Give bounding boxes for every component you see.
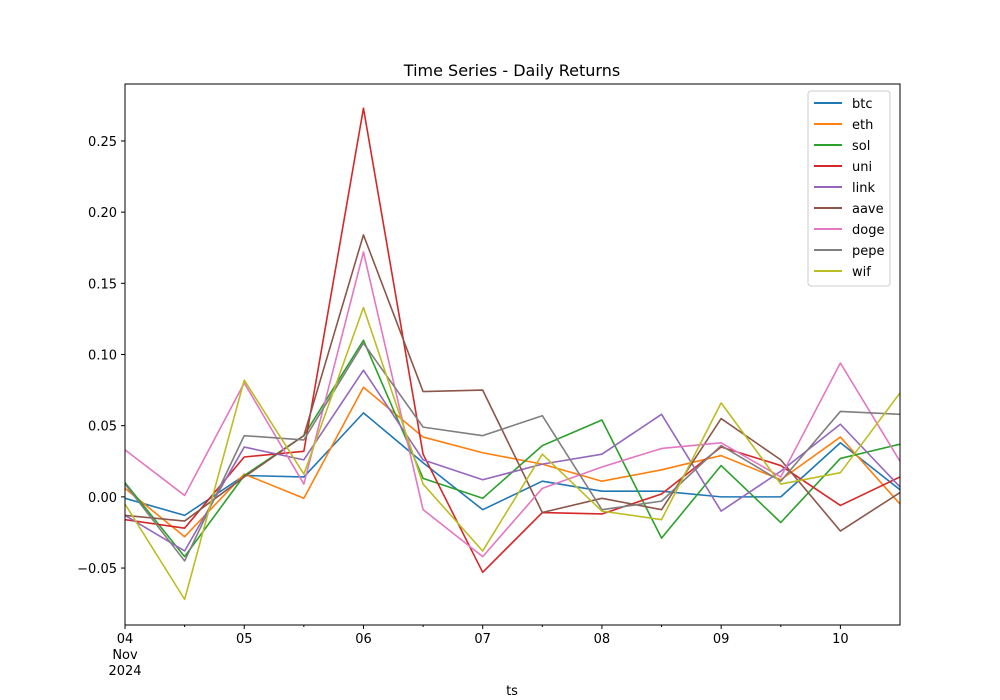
y-tick-label: 0.20 bbox=[88, 206, 117, 221]
x-tick-sublabel: Nov bbox=[112, 648, 138, 663]
y-axis: −0.05 0.00 0.05 0.10 0.15 0.20 0.25 bbox=[77, 135, 125, 577]
series-line-aave bbox=[124, 234, 901, 532]
y-tick-label: 0.05 bbox=[88, 420, 117, 435]
y-tick-label: 0.10 bbox=[88, 349, 117, 364]
x-tick-label: 06 bbox=[355, 632, 372, 647]
legend-label-aave: aave bbox=[852, 202, 884, 217]
series-line-btc bbox=[124, 412, 901, 517]
x-tick-label: 10 bbox=[832, 632, 849, 647]
legend-box bbox=[807, 90, 891, 287]
legend-label-btc: btc bbox=[852, 97, 873, 112]
legend: btc eth sol uni link aave doge pepe wif bbox=[807, 90, 891, 287]
y-tick-label: 0.00 bbox=[88, 491, 117, 506]
legend-label-eth: eth bbox=[852, 118, 873, 133]
chart-title: Time Series - Daily Returns bbox=[403, 61, 620, 80]
x-axis-label: ts bbox=[506, 684, 518, 699]
x-tick-label: 07 bbox=[474, 632, 491, 647]
x-tick-label: 08 bbox=[594, 632, 611, 647]
legend-label-sol: sol bbox=[852, 139, 870, 154]
series-line-wif bbox=[124, 306, 901, 601]
legend-label-wif: wif bbox=[852, 265, 871, 280]
legend-label-link: link bbox=[852, 181, 875, 196]
series-line-uni bbox=[124, 107, 901, 574]
legend-label-doge: doge bbox=[852, 223, 884, 238]
legend-label-pepe: pepe bbox=[852, 244, 885, 259]
series-line-link bbox=[124, 369, 901, 552]
x-tick-label: 04 bbox=[117, 632, 134, 647]
x-tick-label: 05 bbox=[236, 632, 253, 647]
series-line-pepe bbox=[124, 342, 901, 562]
y-tick-label: 0.15 bbox=[88, 277, 117, 292]
legend-label-uni: uni bbox=[852, 160, 872, 175]
x-tick-sublabel: 2024 bbox=[108, 664, 141, 679]
x-tick-label: 09 bbox=[713, 632, 730, 647]
y-tick-label: 0.25 bbox=[88, 135, 117, 150]
y-tick-label: −0.05 bbox=[77, 562, 117, 577]
plot-area bbox=[124, 107, 901, 601]
